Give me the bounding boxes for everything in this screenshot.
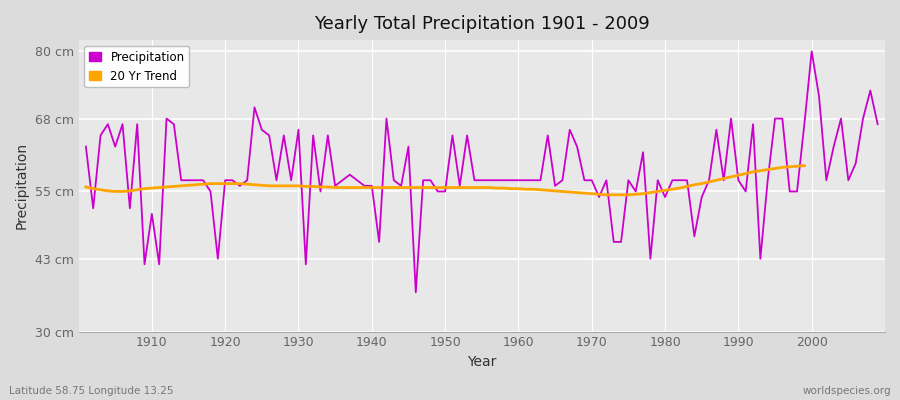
Text: worldspecies.org: worldspecies.org (803, 386, 891, 396)
Legend: Precipitation, 20 Yr Trend: Precipitation, 20 Yr Trend (85, 46, 189, 87)
Text: Latitude 58.75 Longitude 13.25: Latitude 58.75 Longitude 13.25 (9, 386, 174, 396)
Y-axis label: Precipitation: Precipitation (15, 142, 29, 230)
X-axis label: Year: Year (467, 355, 497, 369)
Title: Yearly Total Precipitation 1901 - 2009: Yearly Total Precipitation 1901 - 2009 (314, 15, 650, 33)
